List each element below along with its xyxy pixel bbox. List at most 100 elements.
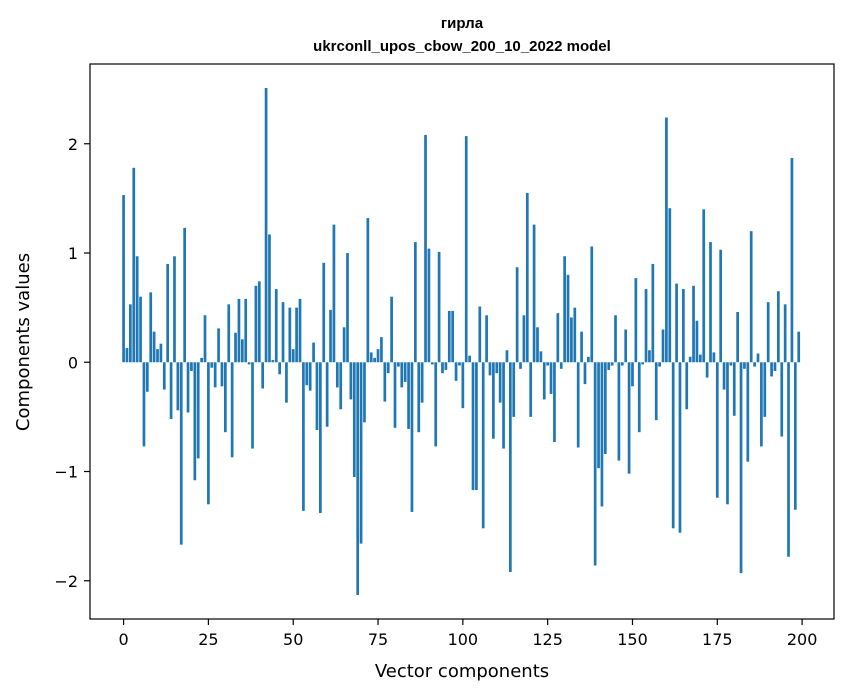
bar <box>417 362 421 433</box>
bar <box>627 362 631 474</box>
bar <box>631 362 634 387</box>
bar <box>325 362 329 427</box>
bar <box>339 362 343 410</box>
x-tick-label: 75 <box>368 630 388 649</box>
bar <box>319 362 322 514</box>
bar <box>173 256 176 363</box>
bar <box>760 362 763 447</box>
bar <box>603 362 607 455</box>
bar <box>380 337 383 363</box>
x-tick-label: 100 <box>448 630 479 649</box>
bar <box>145 362 149 392</box>
bar <box>682 289 685 363</box>
bar <box>546 362 550 366</box>
bar <box>668 208 672 363</box>
bar <box>597 362 600 469</box>
bar <box>661 329 665 363</box>
bar <box>346 253 349 363</box>
bar <box>495 362 499 374</box>
bar <box>315 362 319 430</box>
bar <box>329 309 332 363</box>
bar <box>125 348 129 363</box>
bar <box>312 342 315 363</box>
y-tick-label: 0 <box>68 353 78 372</box>
bar <box>532 224 536 363</box>
bar <box>678 362 682 533</box>
bar <box>247 362 251 365</box>
bar <box>729 362 733 366</box>
bar <box>719 249 723 363</box>
bar <box>475 362 478 491</box>
bar <box>502 362 505 449</box>
bar <box>753 362 756 367</box>
bar <box>525 192 529 363</box>
x-tick-label: 125 <box>532 630 563 649</box>
bar <box>179 362 183 545</box>
bar <box>305 362 309 386</box>
bar <box>149 292 153 363</box>
bar <box>793 362 797 510</box>
bar <box>736 312 739 363</box>
bar <box>692 285 695 363</box>
y-tick-label: 2 <box>68 135 78 154</box>
bar <box>373 357 376 363</box>
bar <box>156 349 159 363</box>
bar <box>573 307 577 363</box>
bar <box>712 352 716 363</box>
bar <box>183 227 187 363</box>
bar <box>207 362 210 505</box>
bar <box>200 357 203 363</box>
bar <box>485 315 488 363</box>
bar <box>492 362 495 439</box>
bar <box>132 167 136 363</box>
bar <box>658 362 661 367</box>
bar <box>359 362 363 544</box>
bar <box>430 362 434 365</box>
bar <box>244 298 248 363</box>
bar <box>332 224 336 363</box>
bar <box>536 327 539 363</box>
bar <box>281 302 285 363</box>
bar <box>576 362 580 448</box>
bar <box>227 304 231 363</box>
bar <box>709 242 712 363</box>
bar <box>308 362 312 391</box>
bar <box>665 117 668 363</box>
bar <box>726 362 729 505</box>
bar <box>515 267 519 363</box>
bar <box>651 263 655 363</box>
bar <box>529 362 533 417</box>
bar <box>190 362 193 371</box>
bar <box>166 263 170 363</box>
bar <box>291 349 295 363</box>
bar <box>471 362 475 491</box>
bar <box>566 274 570 363</box>
chart-subtitle: ukrconll_upos_cbow_200_10_2022 model <box>313 38 611 55</box>
bar <box>434 362 438 447</box>
bar <box>213 362 217 388</box>
bar <box>722 362 726 390</box>
bar <box>176 362 180 411</box>
bar <box>403 362 407 382</box>
bar <box>556 313 560 363</box>
bar <box>135 256 139 363</box>
bar <box>715 362 719 498</box>
bar <box>420 362 424 403</box>
bar <box>210 362 214 368</box>
bar <box>617 362 621 461</box>
axes-frame <box>89 63 835 620</box>
bar <box>539 351 543 363</box>
x-tick-label: 25 <box>198 630 218 649</box>
bar <box>637 362 641 433</box>
bar <box>376 349 380 363</box>
bar <box>743 362 746 369</box>
plot-area <box>89 63 835 620</box>
bar <box>234 332 237 363</box>
bar <box>763 362 767 417</box>
bar <box>756 353 760 363</box>
bar <box>397 362 400 367</box>
x-tick-label: 50 <box>283 630 303 649</box>
bar <box>519 362 522 369</box>
bar <box>407 362 410 429</box>
bar <box>196 362 200 459</box>
